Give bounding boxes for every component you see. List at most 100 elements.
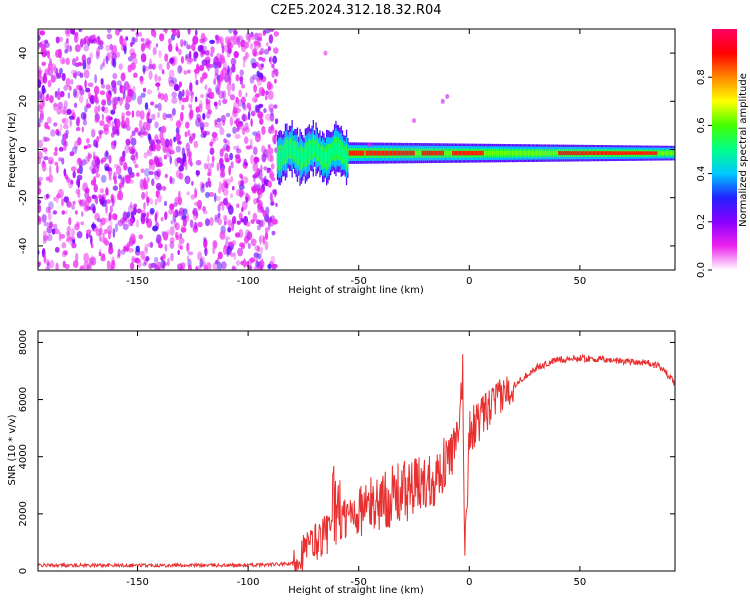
spectrogram-signal-cell (671, 151, 673, 155)
spectrogram-signal-cell (636, 151, 638, 155)
spectrogram-noise-cell (81, 211, 84, 217)
spectrogram-noise-cell (148, 263, 153, 270)
spectrogram-noise-cell (41, 84, 46, 95)
spectrogram-noise-cell (270, 163, 275, 170)
spectrogram-noise-cell (260, 63, 264, 68)
spectrogram-signal-cell (304, 149, 306, 163)
spectrogram-noise-cell (123, 45, 127, 55)
spectrogram-noise-cell (197, 221, 203, 228)
spectrogram-signal-cell (621, 151, 624, 155)
spectrogram-signal-cell (376, 150, 378, 156)
spectrogram-noise-cell (259, 118, 264, 125)
spectrogram-noise-cell (252, 212, 258, 222)
spectrogram-noise-cell (186, 69, 191, 74)
spectrogram-noise-cell (115, 165, 122, 175)
spectrogram-noise-cell (168, 69, 175, 80)
spectrogram-noise-cell (193, 140, 199, 149)
spectrogram-noise-cell (63, 100, 68, 110)
spectrogram-noise-cell (175, 170, 182, 179)
spectrogram-signal-cell (499, 151, 502, 156)
spectrogram-noise-cell (262, 236, 266, 245)
spectrogram-noise-cell (117, 248, 121, 257)
spectrogram-signal-cell (509, 151, 511, 156)
spectrogram-noise-cell (261, 209, 265, 214)
spectrogram-noise-cell (113, 163, 120, 169)
spectrogram-noise-cell (154, 212, 158, 223)
spectrogram-signal-cell (401, 150, 403, 156)
spectrogram-noise-cell (70, 179, 74, 185)
spectrogram-noise-cell (217, 79, 221, 88)
spectrogram-noise-cell (138, 234, 144, 240)
spectrogram-noise-cell (62, 106, 66, 115)
spectrogram-noise-cell (239, 69, 244, 77)
spectrogram-noise-cell (145, 216, 149, 224)
spectrogram-noise-cell (133, 203, 138, 208)
spectrogram-noise-cell (172, 31, 178, 37)
spectrogram-noise-cell (104, 217, 111, 223)
spectrogram-signal-cell (502, 151, 504, 156)
spectrogram-noise-cell (42, 136, 47, 143)
spectrogram-noise-cell (235, 260, 241, 266)
spectrogram-noise-cell (84, 79, 87, 89)
spectrogram-signal-cell (294, 146, 296, 157)
spectrogram-noise-cell (217, 212, 221, 219)
spectrogram-noise-cell (123, 162, 128, 171)
spectrogram-noise-cell (208, 63, 213, 69)
spectrogram-noise-cell (235, 188, 242, 197)
spectrogram-signal-cell (594, 151, 596, 155)
spectrogram-signal-cell (541, 151, 543, 156)
spectrogram-signal-cell (614, 151, 616, 155)
spectrogram-signal-cell (660, 151, 662, 155)
spectrogram-noise-cell (259, 186, 264, 195)
spectrogram-noise-cell (267, 153, 273, 162)
spectrogram-signal-cell (624, 151, 626, 155)
spectrogram-noise-cell (201, 45, 208, 51)
spectrogram-noise-cell (115, 223, 118, 233)
spectrogram-noise-cell (144, 247, 148, 255)
spectrogram-noise-cell (151, 162, 156, 171)
spectrogram-noise-cell (95, 173, 101, 178)
spectrogram-noise-cell (259, 236, 262, 246)
spectrogram-noise-cell (59, 90, 65, 98)
spectrogram-signal-cell (392, 150, 394, 156)
spectrogram-noise-cell (272, 218, 278, 225)
spectrogram-noise-cell (111, 256, 115, 265)
spectrogram-noise-cell (234, 232, 241, 238)
snr-y-ticks: 0 2000 4000 6000 8000 (18, 330, 675, 574)
spectrogram-signal-cell (586, 151, 588, 155)
spectrogram-noise-cell (233, 145, 237, 150)
spectrogram-noise-cell (214, 66, 219, 77)
spectrogram-signal-cell (495, 151, 498, 156)
spectrogram-noise-cell (125, 117, 130, 127)
spectrogram-noise-cell (242, 176, 249, 184)
snr-x-tick-label: -100 (237, 577, 260, 588)
spectrogram-noise-cell (219, 231, 226, 240)
spectrogram-noise-cell (68, 217, 72, 226)
spectrogram-noise-cell (58, 36, 64, 42)
spectrogram-noise-cell (200, 186, 205, 193)
spectrogram-noise-cell (38, 187, 42, 195)
spectrogram-noise-cell (104, 240, 110, 246)
spectrogram-y-tick-label: 40 (18, 47, 29, 60)
spectrogram-signal-cell (291, 142, 293, 156)
snr-x-tick-label: 0 (466, 577, 472, 588)
spectrogram-noise-cell (43, 194, 49, 201)
spectrogram-noise-cell (189, 105, 193, 110)
spectrogram-signal-cell (554, 151, 556, 156)
spectrogram-noise-cell (66, 37, 69, 44)
spectrogram-noise-cell (112, 228, 116, 238)
spectrogram-noise-cell (87, 82, 94, 88)
spectrogram-noise-cell (55, 194, 59, 204)
spectrogram-noise-cell (269, 193, 274, 201)
spectrogram-noise-cell (38, 123, 41, 128)
spectrogram-noise-cell (273, 104, 278, 109)
spectrogram-x-ticks: -150 -100 -50 0 50 (126, 29, 586, 287)
spectrogram-noise-cell (117, 128, 120, 136)
spectrogram-noise-cell (70, 79, 74, 85)
spectrogram-signal-cell (619, 151, 621, 155)
spectrogram-signal-cell (627, 151, 629, 155)
spectrogram-noise-cell (240, 180, 245, 187)
spectrogram-noise-cell (181, 213, 187, 221)
spectrogram-noise-cell (142, 64, 146, 73)
spectrogram-noise-cell (137, 95, 143, 105)
